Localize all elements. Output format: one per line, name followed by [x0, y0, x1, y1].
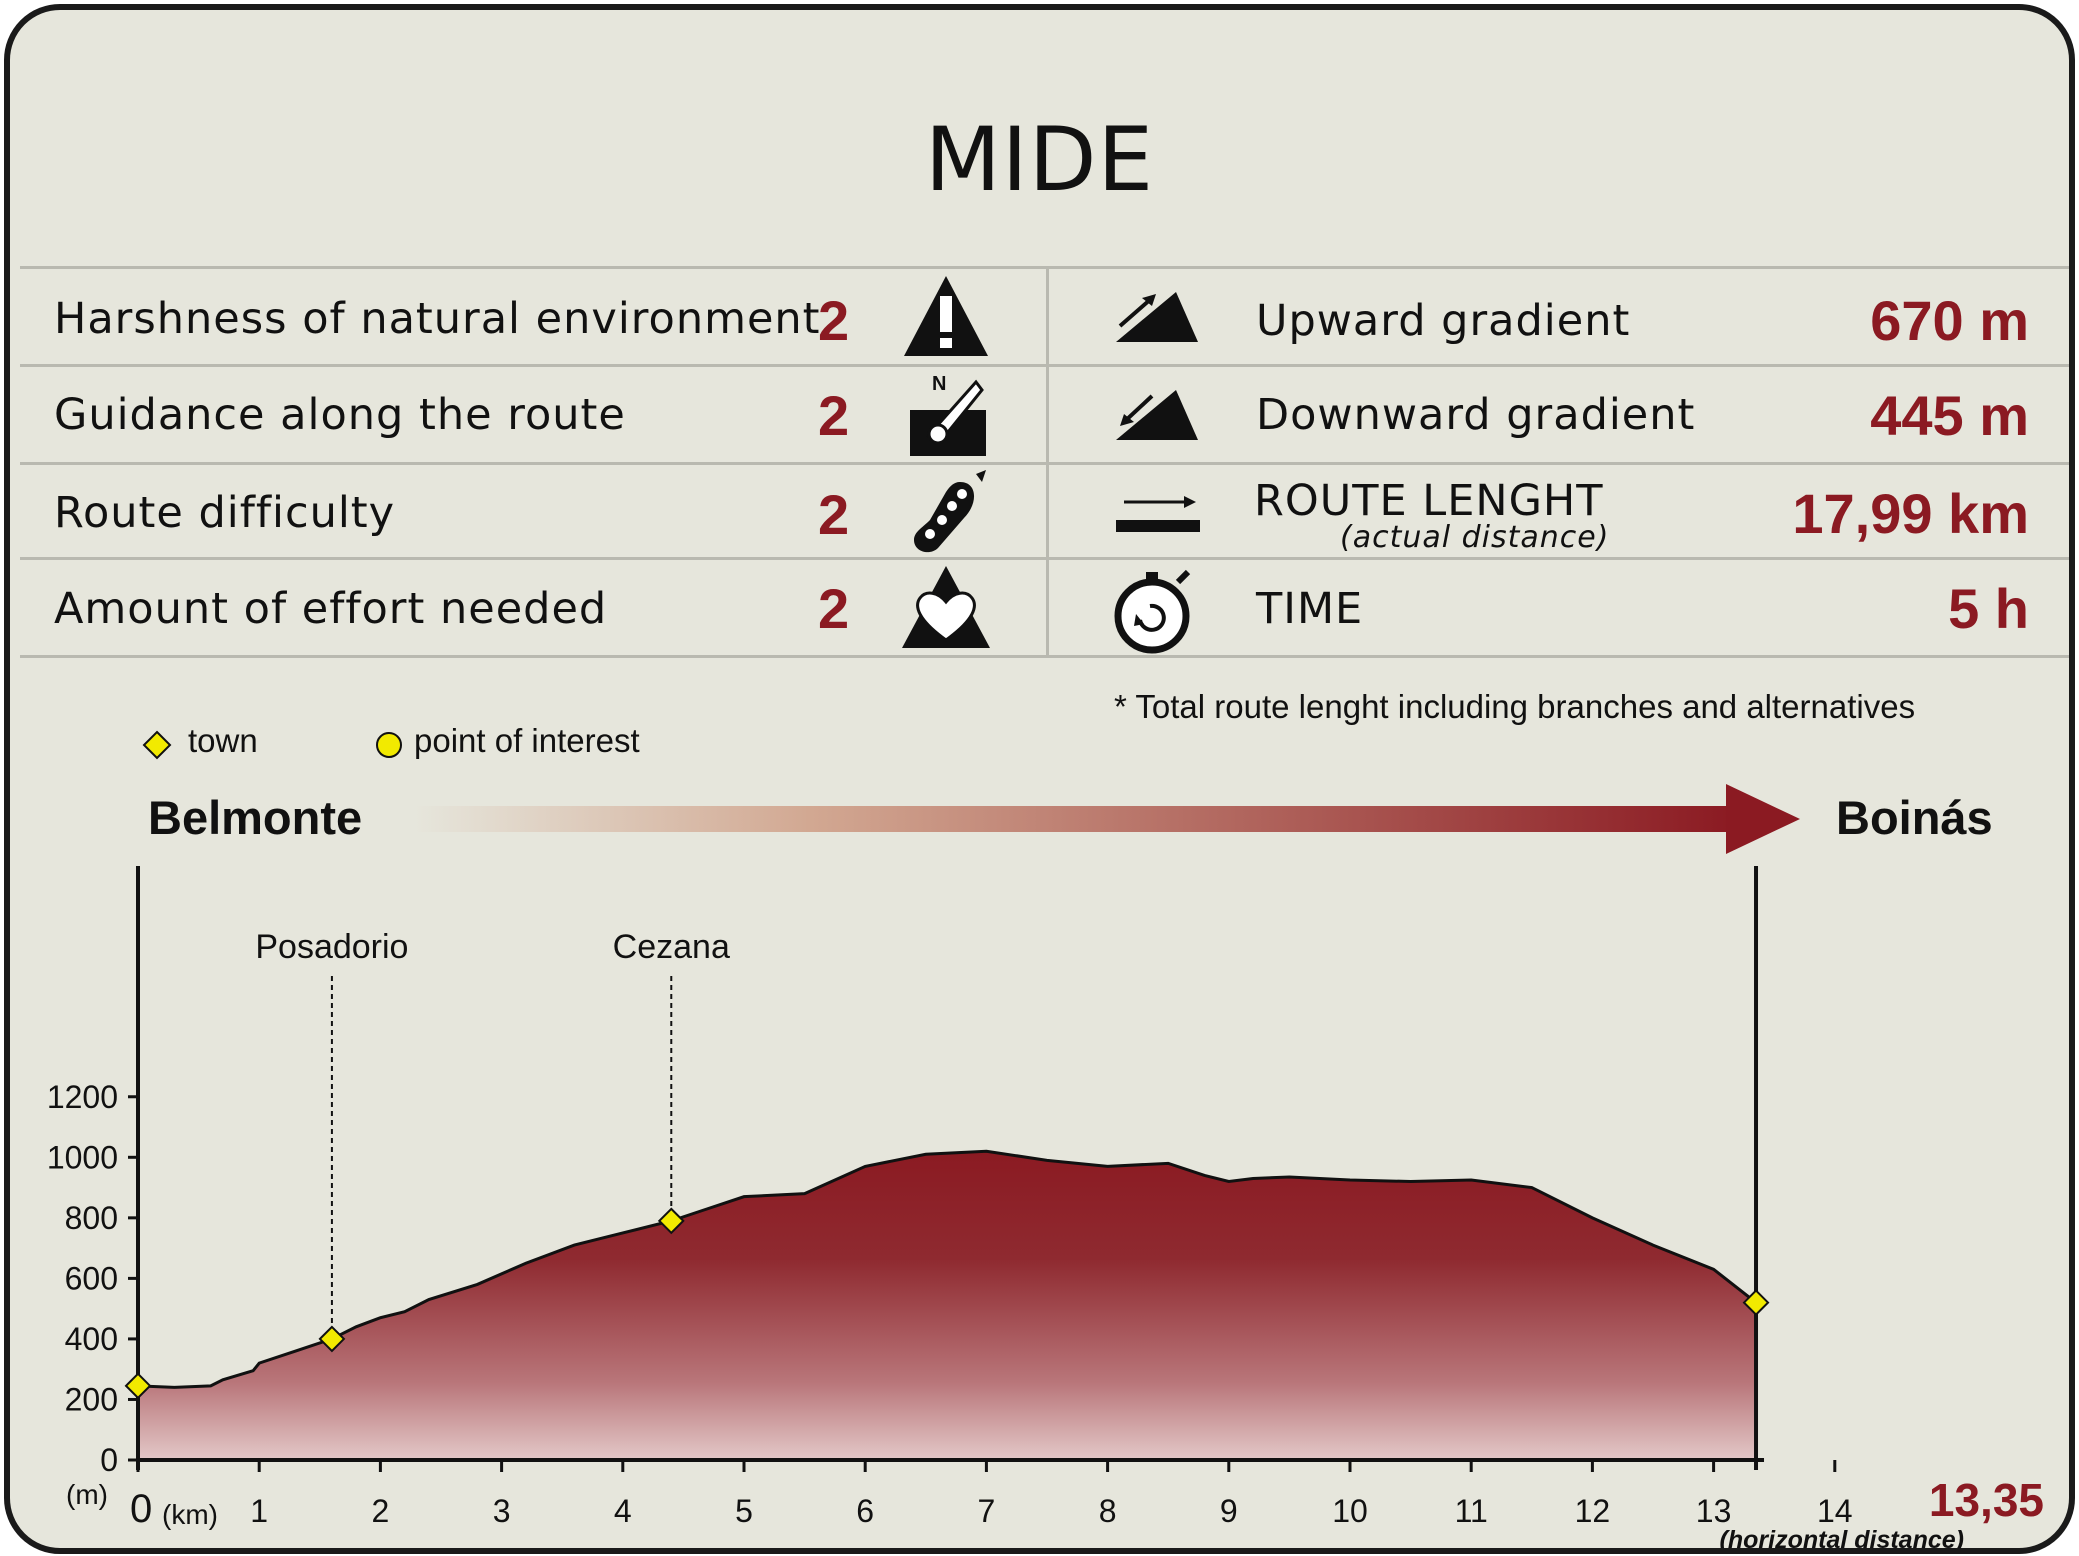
- x-end-caption: (horizontal distance): [1720, 1526, 1964, 1548]
- town-marker: [1742, 1289, 1770, 1317]
- town-marker-icon: [142, 730, 172, 760]
- x-end-label: 13,35: [1929, 1474, 2044, 1526]
- x-tick-label: 3: [493, 1493, 511, 1529]
- table-bottom-divider: [20, 655, 2069, 658]
- x-tick-label: 6: [856, 1493, 874, 1529]
- y-tick-label: 1000: [47, 1139, 118, 1175]
- upward-gradient-value: 670 m: [1870, 289, 2029, 352]
- y-tick-label: 600: [65, 1260, 118, 1296]
- rating-score: 2: [818, 289, 850, 352]
- x-tick-label: 2: [372, 1493, 390, 1529]
- compass-sign-icon: N: [910, 373, 986, 456]
- elevation-line: [137, 1149, 1757, 1389]
- elevation-area: [138, 1151, 1757, 1460]
- x-tick-label: 9: [1220, 1493, 1238, 1529]
- table-top-divider: [20, 266, 2069, 269]
- length-arrow-icon: [1116, 496, 1200, 532]
- legend-poi-label: point of interest: [414, 722, 640, 759]
- heart-mountain-icon: [902, 566, 990, 648]
- row-divider: [20, 557, 2069, 560]
- y-tick-label: 1200: [47, 1079, 118, 1115]
- legend-town-label: town: [188, 722, 258, 759]
- time-label: TIME: [1256, 584, 1364, 634]
- route-length-label: ROUTE LENGHT: [1254, 476, 1604, 526]
- marker-label: Posadorio: [255, 928, 408, 966]
- x-tick-label: 0: [130, 1487, 152, 1531]
- town-marker: [657, 1207, 685, 1235]
- x-tick-label: 11: [1455, 1493, 1488, 1529]
- svg-text:N: N: [932, 373, 946, 395]
- downward-gradient-value: 445 m: [1870, 384, 2029, 447]
- y-tick-label: 400: [65, 1321, 118, 1357]
- direction-arrow-icon: [414, 784, 1800, 854]
- x-tick-label: 13: [1696, 1493, 1732, 1529]
- warning-icon: [904, 276, 988, 356]
- page-title: MIDE: [924, 108, 1155, 211]
- marker-label: Cezana: [613, 928, 730, 966]
- row-divider: [20, 462, 2069, 465]
- route-length-sublabel: (actual distance): [1340, 520, 1610, 555]
- x-tick-label: 4: [614, 1493, 632, 1529]
- rating-score: 2: [818, 384, 850, 447]
- upward-gradient-label: Upward gradient: [1256, 296, 1631, 346]
- rating-score: 2: [818, 483, 850, 546]
- y-tick-label: 200: [65, 1381, 118, 1417]
- x-tick-label: 7: [978, 1493, 996, 1529]
- rating-score: 2: [818, 577, 850, 640]
- x-tick-label: 12: [1575, 1493, 1611, 1529]
- rating-label: Guidance along the route: [54, 390, 626, 440]
- y-tick-label: 800: [65, 1200, 118, 1236]
- x-tick-label: 8: [1099, 1493, 1117, 1529]
- town-marker: [318, 1325, 346, 1353]
- y-axis-unit: (m): [66, 1479, 108, 1510]
- x-tick-label: 1: [250, 1493, 268, 1529]
- time-value: 5 h: [1948, 577, 2029, 640]
- route-length-value: 17,99 km: [1792, 482, 2029, 545]
- downward-slope-icon: [1116, 390, 1198, 440]
- town-marker: [124, 1372, 152, 1400]
- rating-label: Amount of effort needed: [54, 584, 608, 634]
- y-tick-label: 0: [100, 1442, 118, 1478]
- x-tick-label: 5: [735, 1493, 753, 1529]
- downward-gradient-label: Downward gradient: [1256, 390, 1696, 440]
- column-divider: [1046, 266, 1049, 658]
- footprint-icon: [914, 470, 986, 553]
- route-end-label: Boinás: [1836, 791, 1993, 844]
- x-tick-label: 10: [1332, 1493, 1368, 1529]
- stopwatch-icon: [1114, 569, 1191, 654]
- poi-marker-icon: [376, 732, 402, 758]
- x-tick-label: 14: [1817, 1493, 1853, 1529]
- x-axis-unit: (km): [162, 1499, 218, 1530]
- route-length-note: * Total route lenght including branches …: [1114, 688, 1916, 725]
- row-divider: [20, 364, 2069, 367]
- rating-label: Route difficulty: [54, 488, 396, 538]
- mide-card: MIDE Harshness of natural environment 2 …: [4, 4, 2075, 1554]
- route-start-label: Belmonte: [148, 791, 363, 844]
- upward-slope-icon: [1116, 292, 1198, 342]
- rating-label: Harshness of natural environment: [54, 294, 821, 344]
